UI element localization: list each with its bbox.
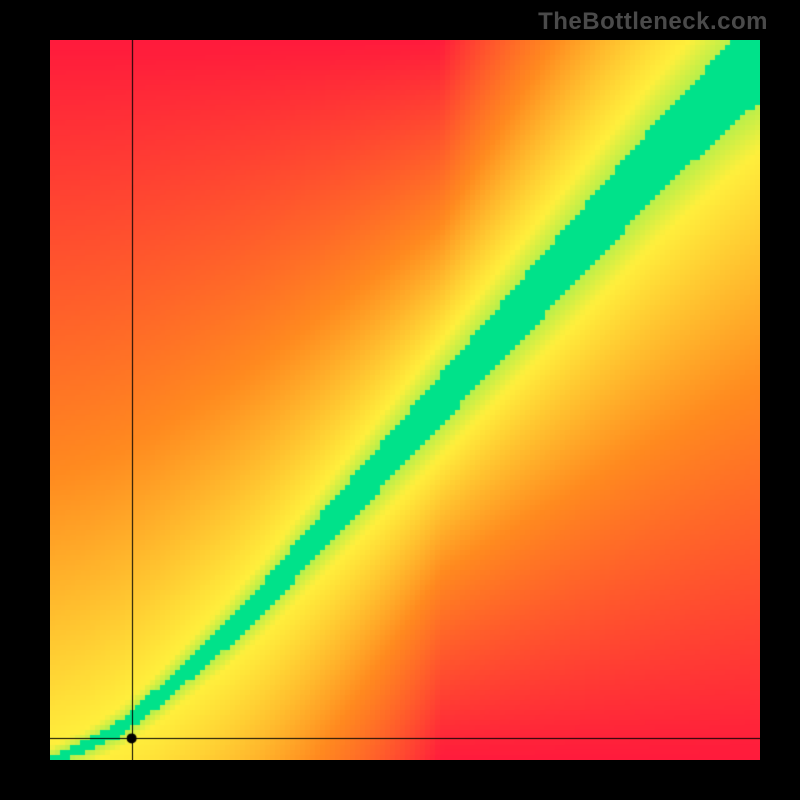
bottleneck-heatmap — [50, 40, 760, 760]
watermark-text: TheBottleneck.com — [538, 8, 768, 36]
